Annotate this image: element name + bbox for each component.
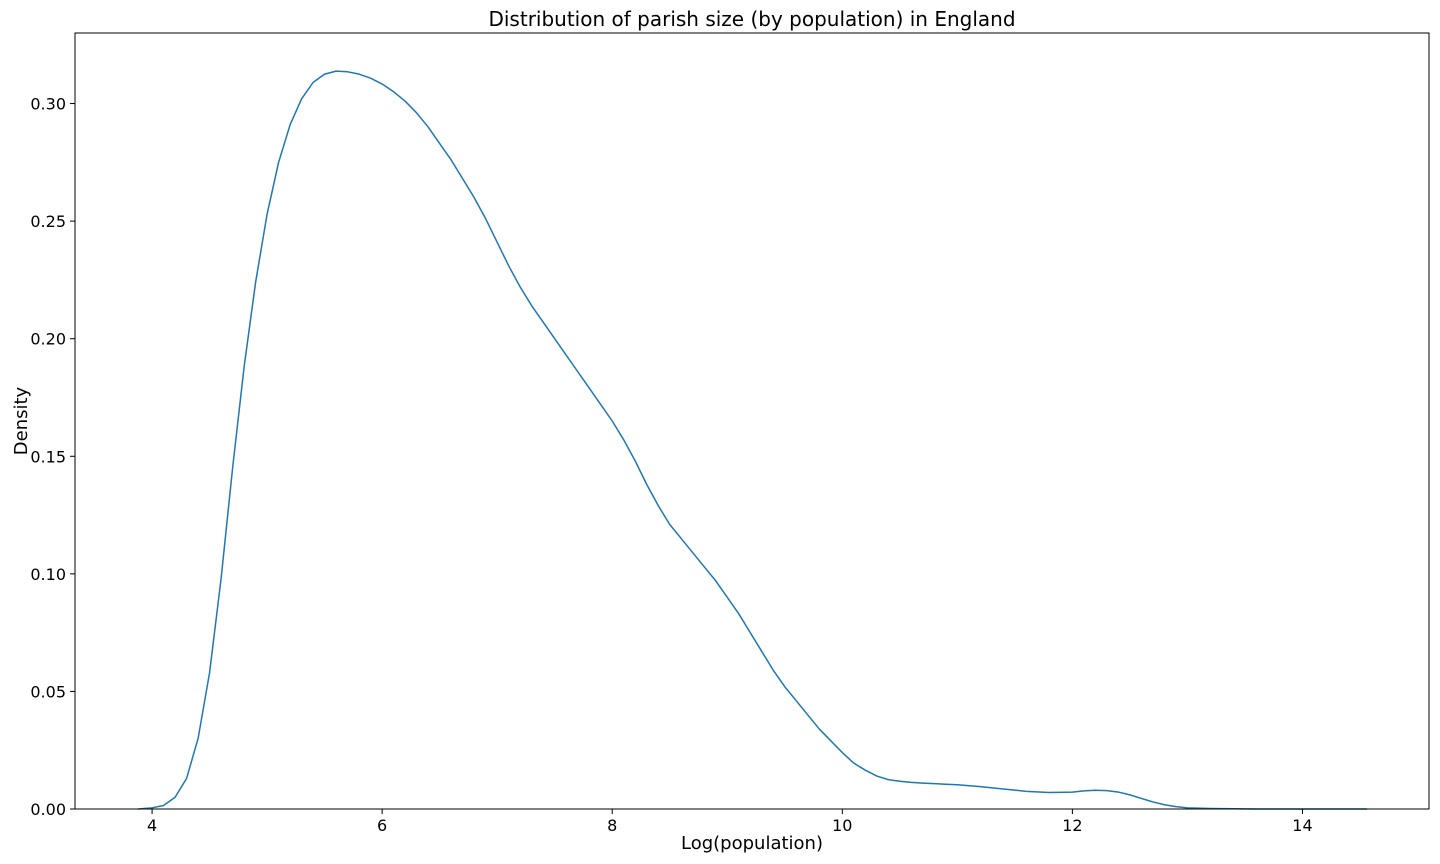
y-tick-label: 0.05 xyxy=(30,682,66,701)
y-tick-label: 0.30 xyxy=(30,95,66,114)
density-line xyxy=(138,70,1367,810)
x-tick-label: 8 xyxy=(607,816,617,835)
x-tick-label: 10 xyxy=(832,816,852,835)
y-tick-label: 0.15 xyxy=(30,447,66,466)
y-tick-label: 0.00 xyxy=(30,800,66,819)
x-tick-label: 4 xyxy=(147,816,157,835)
x-tick-label: 6 xyxy=(377,816,387,835)
axes-frame xyxy=(74,32,1430,810)
y-tick-label: 0.20 xyxy=(30,330,66,349)
chart-title: Distribution of parish size (by populati… xyxy=(488,7,1015,31)
x-tick-label: 12 xyxy=(1062,816,1082,835)
x-axis-title: Log(population) xyxy=(681,833,823,854)
ticks: 4 6 8 10 12 14 0.00 0.05 0.10 0.15 0.20 0.25 0.30 xyxy=(30,95,1312,835)
y-tick-label: 0.25 xyxy=(30,212,66,231)
x-tick-label: 14 xyxy=(1292,816,1312,835)
y-axis-title: Density xyxy=(11,386,32,455)
y-tick-label: 0.10 xyxy=(30,565,66,584)
plot-area xyxy=(138,70,1367,810)
